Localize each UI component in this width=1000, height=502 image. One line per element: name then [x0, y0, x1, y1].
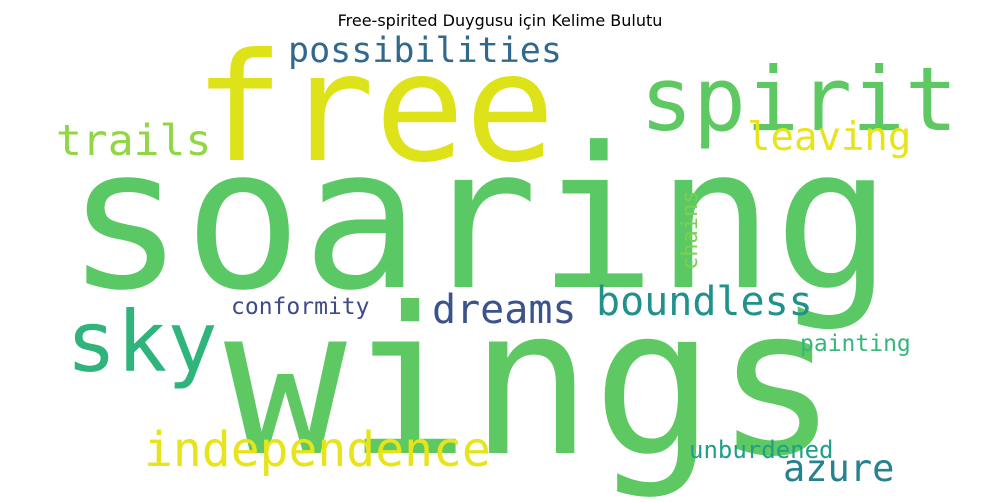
- word-azure: azure: [783, 447, 895, 490]
- word-free: free: [194, 22, 556, 196]
- word-sky: sky: [66, 293, 218, 391]
- word-dreams: dreams: [432, 287, 577, 333]
- word-conformity: conformity: [231, 294, 370, 320]
- word-trails: trails: [56, 116, 212, 166]
- word-painting: painting: [800, 331, 911, 357]
- word-unburdened: unburdened: [689, 436, 834, 464]
- word-leaving: leaving: [747, 115, 912, 160]
- word-possibilities: possibilities: [288, 31, 562, 71]
- word-chains: chains: [678, 190, 703, 270]
- word-soaring: soaring: [66, 106, 893, 334]
- word-independence: independence: [144, 422, 491, 478]
- word-wings: wings: [224, 265, 839, 502]
- chart-title: Free-spirited Duygusu için Kelime Bulutu: [337, 11, 663, 30]
- word-spirit: spirit: [640, 48, 958, 151]
- word-boundless: boundless: [596, 279, 813, 325]
